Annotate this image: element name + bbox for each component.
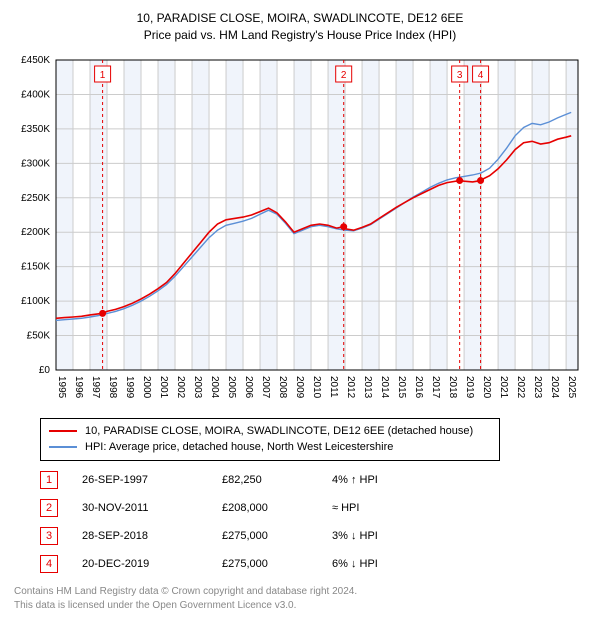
transaction-date: 26-SEP-1997 — [82, 474, 222, 486]
svg-text:2006: 2006 — [243, 376, 254, 399]
footer-line-2: This data is licensed under the Open Gov… — [14, 599, 588, 613]
svg-text:£400K: £400K — [21, 89, 50, 100]
svg-text:2002: 2002 — [175, 376, 186, 399]
chart-container: £0 £50K £100K £150K £200K £250K £300K £350K £400… — [12, 50, 588, 410]
transaction-date: 28-SEP-2018 — [82, 530, 222, 542]
svg-text:£300K: £300K — [21, 158, 50, 169]
transaction-price: £208,000 — [222, 502, 332, 514]
transaction-delta: 6% ↓ HPI — [332, 558, 378, 570]
title-address: 10, PARADISE CLOSE, MOIRA, SWADLINCOTE, … — [12, 10, 588, 27]
svg-text:2003: 2003 — [192, 376, 203, 399]
price-chart: £0 £50K £100K £150K £200K £250K £300K £350K £400… — [12, 50, 588, 410]
footer-line-1: Contains HM Land Registry data © Crown c… — [14, 585, 588, 599]
legend-swatch — [49, 430, 77, 432]
svg-text:£150K: £150K — [21, 261, 50, 272]
transaction-date: 20-DEC-2019 — [82, 558, 222, 570]
svg-text:3: 3 — [457, 70, 463, 81]
svg-text:2011: 2011 — [328, 376, 339, 398]
svg-text:£450K: £450K — [21, 55, 50, 66]
title-subtitle: Price paid vs. HM Land Registry's House … — [12, 27, 588, 44]
svg-text:2020: 2020 — [481, 376, 492, 399]
svg-text:2017: 2017 — [430, 376, 441, 399]
svg-text:1998: 1998 — [107, 376, 118, 399]
svg-text:£350K: £350K — [21, 123, 50, 134]
transaction-price: £275,000 — [222, 530, 332, 542]
svg-text:2001: 2001 — [158, 376, 169, 399]
svg-text:£100K: £100K — [21, 296, 50, 307]
svg-text:2023: 2023 — [532, 376, 543, 399]
svg-text:2016: 2016 — [413, 376, 424, 399]
transaction-price: £275,000 — [222, 558, 332, 570]
svg-text:2022: 2022 — [515, 376, 526, 399]
svg-text:2007: 2007 — [260, 376, 271, 399]
transaction-row: 4 20-DEC-2019£275,0006% ↓ HPI — [40, 555, 588, 573]
transaction-delta: 3% ↓ HPI — [332, 530, 378, 542]
legend-swatch — [49, 446, 77, 448]
svg-text:1997: 1997 — [90, 376, 101, 399]
transaction-badge: 2 — [40, 499, 58, 517]
svg-text:£50K: £50K — [27, 330, 51, 341]
transaction-badge: 3 — [40, 527, 58, 545]
svg-text:1996: 1996 — [73, 376, 84, 399]
svg-text:2025: 2025 — [566, 376, 577, 399]
transactions-table: 126-SEP-1997£82,2504% ↑ HPI230-NOV-2011£… — [40, 471, 588, 573]
legend-item: HPI: Average price, detached house, Nort… — [49, 439, 491, 456]
svg-text:2013: 2013 — [362, 376, 373, 399]
svg-text:£250K: £250K — [21, 192, 50, 203]
svg-text:2: 2 — [341, 70, 347, 81]
svg-text:2015: 2015 — [396, 376, 407, 399]
legend: 10, PARADISE CLOSE, MOIRA, SWADLINCOTE, … — [40, 418, 500, 461]
footer-attribution: Contains HM Land Registry data © Crown c… — [14, 585, 588, 613]
svg-text:2009: 2009 — [294, 376, 305, 399]
svg-text:2012: 2012 — [345, 376, 356, 399]
svg-text:2021: 2021 — [498, 376, 509, 399]
legend-label: HPI: Average price, detached house, Nort… — [85, 439, 393, 456]
transaction-row: 3 28-SEP-2018£275,0003% ↓ HPI — [40, 527, 588, 545]
svg-text:4: 4 — [478, 70, 484, 81]
svg-text:2000: 2000 — [141, 376, 152, 399]
svg-text:2018: 2018 — [447, 376, 458, 399]
svg-text:1999: 1999 — [124, 376, 135, 399]
transaction-date: 30-NOV-2011 — [82, 502, 222, 514]
transaction-row: 2 30-NOV-2011£208,000≈ HPI — [40, 499, 588, 517]
svg-text:£200K: £200K — [21, 227, 50, 238]
transaction-price: £82,250 — [222, 474, 332, 486]
svg-text:1: 1 — [100, 70, 106, 81]
legend-label: 10, PARADISE CLOSE, MOIRA, SWADLINCOTE, … — [85, 423, 473, 440]
chart-title: 10, PARADISE CLOSE, MOIRA, SWADLINCOTE, … — [12, 10, 588, 44]
svg-text:2010: 2010 — [311, 376, 322, 399]
svg-text:2024: 2024 — [549, 376, 560, 399]
transaction-badge: 4 — [40, 555, 58, 573]
svg-text:2019: 2019 — [464, 376, 475, 399]
svg-text:2004: 2004 — [209, 376, 220, 399]
svg-text:2005: 2005 — [226, 376, 237, 399]
svg-text:£0: £0 — [39, 365, 51, 376]
transaction-delta: 4% ↑ HPI — [332, 474, 378, 486]
svg-text:2014: 2014 — [379, 376, 390, 399]
transaction-badge: 1 — [40, 471, 58, 489]
transaction-row: 1 26-SEP-1997£82,2504% ↑ HPI — [40, 471, 588, 489]
transaction-delta: ≈ HPI — [332, 502, 359, 514]
svg-text:1995: 1995 — [56, 376, 67, 399]
legend-item: 10, PARADISE CLOSE, MOIRA, SWADLINCOTE, … — [49, 423, 491, 440]
svg-text:2008: 2008 — [277, 376, 288, 399]
